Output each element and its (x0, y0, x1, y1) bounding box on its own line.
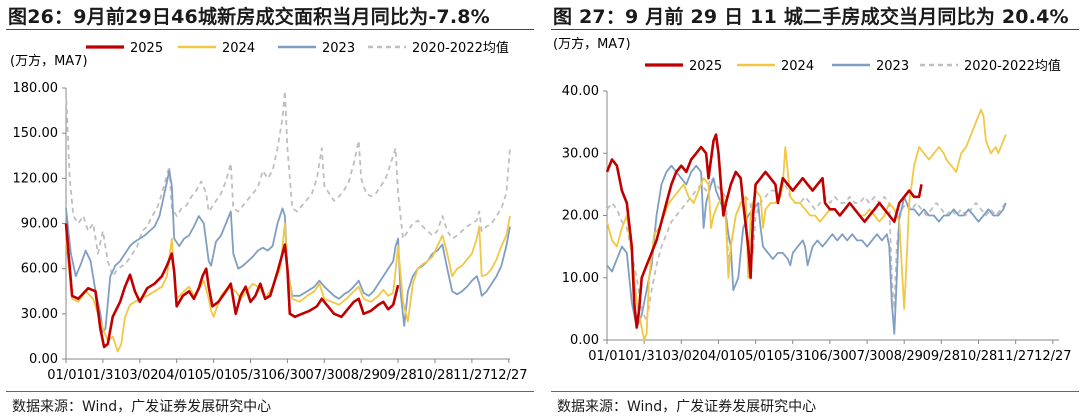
x-tick-label: 10/28 (416, 368, 453, 383)
source-note: 数据来源：Wind，广发证券发展研究中心 (12, 399, 272, 415)
line-chart-new-homes: (万方，MA7) 0.00 30.00 60.00 90.00 120.00 150.00 1… (10, 40, 528, 383)
unit-label: (万方，MA7) (10, 53, 88, 69)
legend: 2025 2024 2023 2020-2022均值 (86, 40, 509, 56)
series-line-2025 (64, 223, 400, 349)
source-divider (6, 391, 534, 392)
x-tick-label: 09/28 (379, 368, 416, 383)
x-tick-label: 01/31 (84, 368, 121, 383)
y-tick-label: 90.00 (21, 217, 58, 232)
x-tick-label: 07/30 (306, 368, 343, 383)
legend-label: 2025 (130, 41, 163, 56)
series-line-2025 (605, 133, 923, 329)
x-tick-label: 04/01 (700, 349, 737, 364)
legend-label: 2025 (689, 59, 722, 74)
x-tick-label: 06/30 (811, 349, 848, 364)
x-tick-label: 01/31 (625, 349, 662, 364)
legend-label: 2024 (781, 59, 814, 74)
legend-label: 2023 (876, 59, 909, 74)
x-tick-label: 09/28 (923, 349, 960, 364)
y-tick-label: 0.00 (29, 352, 58, 367)
chart-panel-new-homes: 图26：9月前29日46城新房成交面积当月同比为-7.8% (万方，MA7) 0.… (6, 6, 534, 415)
x-tick-label: 01/01 (588, 349, 625, 364)
legend-label: 2020-2022均值 (412, 40, 509, 56)
figure-title: 图 27：9 月前 29 日 11 城二手房成交当月同比为 20.4% (553, 6, 1069, 28)
y-tick-label: 180.00 (13, 81, 59, 96)
x-tick-label: 08/29 (885, 349, 922, 364)
figure-title: 图26：9月前29日46城新房成交面积当月同比为-7.8% (8, 6, 490, 28)
chart-panel-resale-homes: 图 27：9 月前 29 日 11 城二手房成交当月同比为 20.4% (万方，… (545, 0, 1080, 420)
series-line-2020-2022均值 (606, 177, 1007, 323)
title-divider (551, 29, 1079, 30)
series-line-2023 (65, 169, 511, 333)
title-divider (6, 29, 534, 30)
x-tick-label: 05/01 (737, 349, 774, 364)
series-line-2024 (606, 108, 1007, 341)
x-tick-label: 12/27 (1034, 349, 1071, 364)
y-tick-label: 60.00 (21, 262, 58, 277)
series-line-2024 (65, 215, 511, 353)
x-tick-label: 01/01 (47, 368, 84, 383)
unit-label: (万方，MA7) (553, 36, 631, 52)
x-tick-label: 03/02 (663, 349, 700, 364)
y-tick-label: 30.00 (562, 146, 599, 161)
source-divider (551, 391, 1079, 392)
x-tick-label: 04/01 (158, 368, 195, 383)
series-line-2023 (606, 164, 1007, 335)
y-tick-label: 20.00 (562, 209, 599, 224)
x-tick-label: 05/31 (232, 368, 269, 383)
y-tick-label: 120.00 (13, 171, 59, 186)
x-tick-label: 05/01 (195, 368, 232, 383)
line-chart-resale-homes: (万方，MA7) 0.00 10.00 20.00 30.00 40.00 01/01 01/… (553, 36, 1072, 364)
y-tick-label: 0.00 (570, 333, 599, 348)
x-tick-label: 06/30 (269, 368, 306, 383)
x-tick-label: 10/28 (960, 349, 997, 364)
x-tick-label: 03/02 (121, 368, 158, 383)
legend-label: 2023 (322, 41, 355, 56)
x-tick-label: 11/27 (453, 368, 490, 383)
x-tick-label: 08/29 (342, 368, 379, 383)
x-tick-label: 07/30 (848, 349, 885, 364)
x-tick-label: 05/31 (774, 349, 811, 364)
legend-label: 2020-2022均值 (964, 58, 1061, 74)
series-line-2020-2022均值 (65, 90, 511, 278)
y-tick-label: 10.00 (562, 271, 599, 286)
y-tick-label: 30.00 (21, 307, 58, 322)
legend: 2025 2024 2023 2020-2022均值 (645, 58, 1061, 74)
y-tick-label: 150.00 (13, 126, 59, 141)
x-tick-label: 11/27 (997, 349, 1034, 364)
y-tick-label: 40.00 (562, 84, 599, 99)
legend-label: 2024 (222, 41, 255, 56)
x-tick-label: 12/27 (490, 368, 527, 383)
source-note: 数据来源：Wind，广发证券发展研究中心 (557, 399, 817, 415)
